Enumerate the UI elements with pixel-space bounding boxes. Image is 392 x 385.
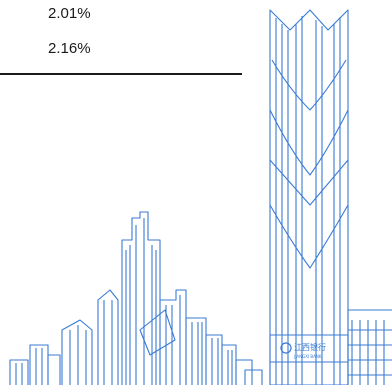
- bank-logo-icon: [280, 342, 292, 354]
- bank-sign-subtext: JIANGXI BANK: [293, 354, 322, 359]
- bank-sign-text: 江西银行: [294, 342, 326, 352]
- bank-sign: 江西银行 JIANGXI BANK: [280, 342, 326, 359]
- table-cell-value: 2.01%: [48, 5, 91, 22]
- skyline-lines: [9, 9, 392, 385]
- table-cell-value: 2.16%: [48, 40, 91, 57]
- tower-outline: [269, 9, 349, 385]
- table-bottom-rule: [0, 73, 242, 75]
